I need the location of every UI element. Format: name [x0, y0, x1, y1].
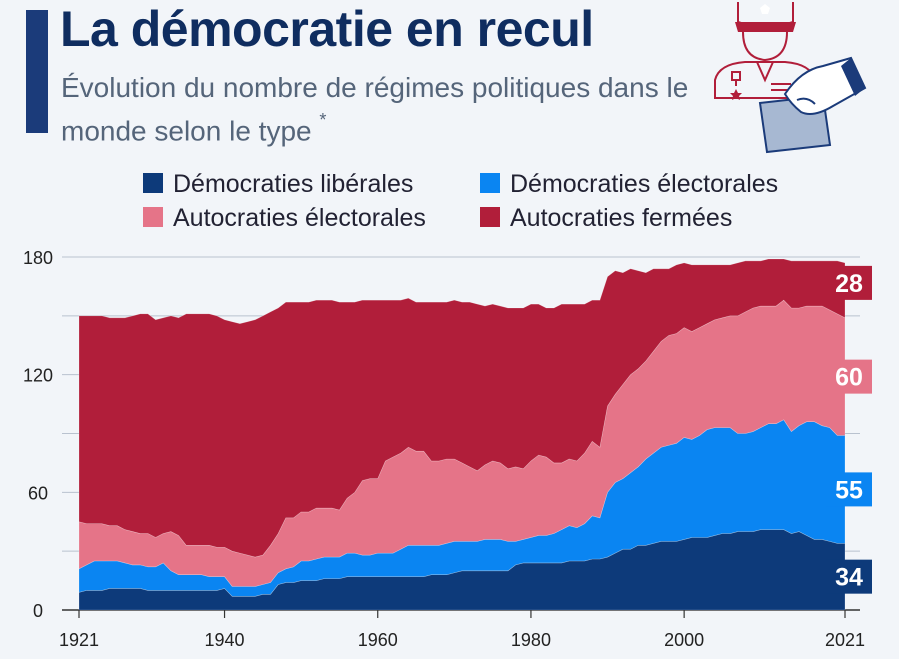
y-tick-label: 0 [33, 601, 43, 621]
chart-subtitle: Évolution du nombre de régimes politique… [61, 70, 701, 149]
y-tick-label: 60 [28, 483, 48, 503]
end-label-box [826, 265, 872, 300]
end-label-box [826, 559, 872, 594]
subtitle-text: Évolution du nombre de régimes politique… [61, 72, 689, 147]
end-label-box [826, 359, 872, 394]
legend-item-closed-autocracy: Autocraties fermées [480, 204, 732, 233]
legend-item-electoral-democracy: Démocraties électorales [480, 170, 778, 199]
x-tick-label: 1921 [59, 630, 99, 650]
chart-title: La démocratie en recul [60, 1, 594, 57]
legend-swatch [143, 207, 163, 227]
legend-swatch [480, 173, 500, 193]
x-tick-label: 2021 [825, 630, 865, 650]
area-series-4 [78, 258, 846, 558]
legend-label: Démocraties électorales [510, 170, 779, 198]
title-accent-bar [26, 10, 48, 133]
x-tick-label: 2000 [664, 630, 704, 650]
y-tick-label: 120 [23, 366, 53, 386]
legend-swatch [143, 173, 163, 193]
y-tick-label: 180 [23, 248, 53, 268]
end-label-box [826, 472, 872, 507]
end-label: 34 [835, 564, 863, 592]
legend-swatch [480, 207, 500, 227]
end-label: 60 [835, 364, 863, 392]
end-label: 28 [835, 270, 863, 298]
military-officer-and-ballot-hand-icon [714, 2, 867, 154]
x-tick-label: 1960 [358, 630, 398, 650]
legend-item-liberal: Démocraties libérales [143, 170, 413, 199]
subtitle-footnote-marker: * [319, 110, 327, 130]
end-label: 55 [835, 476, 863, 504]
x-tick-label: 1940 [205, 630, 245, 650]
legend-label: Autocraties fermées [510, 204, 733, 232]
legend-item-electoral-autocracy: Autocraties électorales [143, 204, 426, 233]
legend-label: Démocraties libérales [173, 170, 414, 198]
legend-label: Autocraties électorales [173, 204, 426, 232]
x-tick-label: 1980 [511, 630, 551, 650]
